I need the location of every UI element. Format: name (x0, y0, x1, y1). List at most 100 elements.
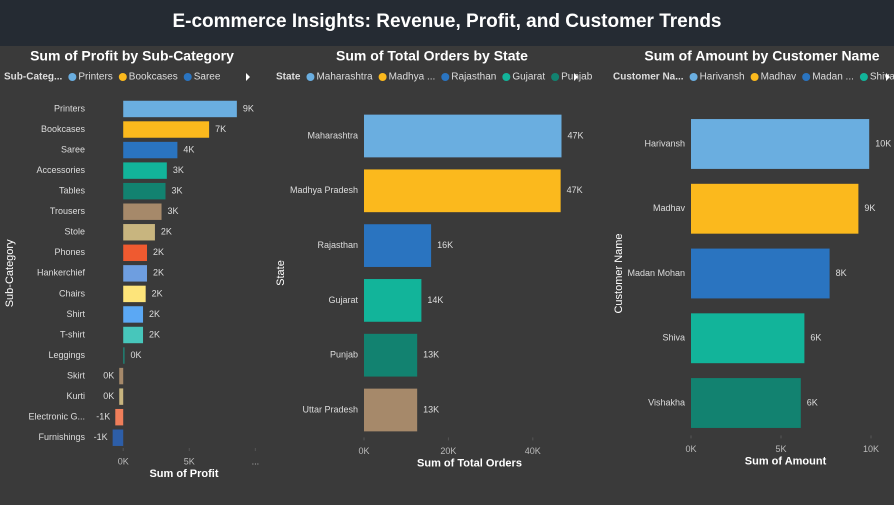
bar (123, 265, 147, 282)
y-tick-label: Madan Mohan (627, 268, 685, 278)
y-tick-label: Hankerchief (37, 268, 86, 278)
y-tick-label: Phones (54, 247, 85, 257)
value-label: 7K (215, 124, 226, 134)
legend-marker (306, 73, 315, 81)
x-tick-label: 20K (440, 446, 456, 456)
y-tick-label: Electronic G... (28, 412, 85, 422)
bar (123, 306, 144, 323)
chart-title: Sum of Total Orders by State (336, 48, 528, 64)
bar (691, 119, 870, 169)
bar (123, 141, 178, 159)
x-tick-label: 5K (184, 456, 195, 466)
value-label: 9K (243, 103, 254, 113)
legend-label: Madhav (761, 72, 797, 83)
title-bar (0, 0, 894, 46)
value-label: -1K (94, 432, 108, 442)
value-label: 2K (149, 329, 160, 339)
bar (364, 114, 562, 158)
legend-label: Gujarat (512, 72, 545, 83)
bar (123, 326, 144, 344)
legend-marker (502, 73, 511, 81)
value-label: 0K (131, 350, 142, 360)
value-label: 47K (567, 130, 583, 140)
bar (123, 100, 237, 118)
bar (119, 388, 124, 405)
bar (364, 224, 432, 267)
bar (115, 408, 124, 426)
y-tick-label: Uttar Pradesh (302, 404, 358, 414)
legend-title: Customer Na... (613, 72, 684, 83)
value-label: 2K (152, 288, 163, 298)
y-tick-label: Trousers (50, 206, 86, 216)
x-axis-title: Sum of Profit (149, 468, 218, 480)
value-label: 3K (173, 165, 184, 175)
value-label: -1K (96, 412, 110, 422)
y-axis-title: State (275, 260, 287, 286)
bar (364, 169, 561, 213)
legend-label: Harivansh (700, 72, 745, 83)
value-label: 9K (864, 203, 875, 213)
legend-marker (68, 73, 77, 81)
y-tick-label: Skirt (67, 370, 85, 380)
legend-scroll-arrow (886, 73, 890, 81)
y-tick-label: Shirt (66, 309, 85, 319)
legend-label: Bookcases (129, 72, 178, 83)
y-tick-label: Harivansh (644, 138, 685, 148)
bar (364, 333, 418, 377)
bar (691, 183, 859, 234)
x-tick-label: 0K (358, 446, 369, 456)
bar (123, 244, 147, 262)
y-tick-label: Madhya Pradesh (290, 185, 358, 195)
y-axis-title: Sub-Category (4, 239, 16, 307)
legend-label: Madhya ... (389, 72, 436, 83)
x-tick-label: 5K (775, 444, 786, 454)
bar (123, 162, 167, 179)
bar (123, 285, 146, 303)
bar (112, 429, 124, 446)
bar (691, 313, 805, 364)
bar (364, 388, 418, 432)
value-label: 0K (103, 391, 114, 401)
page-title: E-commerce Insights: Revenue, Profit, an… (172, 11, 721, 32)
legend-marker (118, 73, 127, 81)
value-label: 6K (807, 397, 818, 407)
x-axis-title: Sum of Total Orders (417, 457, 522, 469)
y-tick-label: Madhav (653, 203, 686, 213)
y-tick-label: Furnishings (38, 432, 85, 442)
bar (364, 279, 422, 322)
legend-label: Maharashtra (316, 72, 373, 83)
x-tick-label: 0K (685, 444, 696, 454)
bar (119, 367, 124, 385)
value-label: 2K (161, 227, 172, 237)
legend-marker (551, 73, 560, 81)
x-tick-label: 40K (525, 446, 541, 456)
legend-marker (859, 73, 868, 81)
legend-scroll-arrow (574, 73, 578, 81)
y-tick-label: Saree (61, 144, 85, 154)
y-tick-label: Gujarat (328, 295, 358, 305)
y-tick-label: Rajasthan (317, 240, 358, 250)
value-label: 13K (423, 404, 439, 414)
x-tick-label: 10K (863, 444, 879, 454)
bar (123, 347, 125, 364)
value-label: 14K (427, 295, 443, 305)
legend-label: Saree (194, 72, 221, 83)
value-label: 16K (437, 240, 453, 250)
y-tick-label: Stole (64, 227, 85, 237)
y-tick-label: Punjab (330, 350, 358, 360)
x-tick-label: 0K (118, 456, 129, 466)
x-axis-title: Sum of Amount (745, 455, 827, 467)
value-label: 10K (875, 138, 891, 148)
bar (691, 378, 801, 428)
legend-label: Rajasthan (451, 72, 496, 83)
value-label: 2K (153, 247, 164, 257)
y-tick-label: Accessories (36, 165, 85, 175)
legend-title: Sub-Categ... (4, 72, 63, 83)
y-tick-label: Shiva (662, 333, 685, 343)
legend-scroll-arrow (246, 73, 250, 81)
y-tick-label: T-shirt (60, 329, 86, 339)
value-label: 3K (172, 186, 183, 196)
legend-label: Madan ... (812, 72, 854, 83)
legend-marker (378, 73, 387, 81)
value-label: 3K (168, 206, 179, 216)
